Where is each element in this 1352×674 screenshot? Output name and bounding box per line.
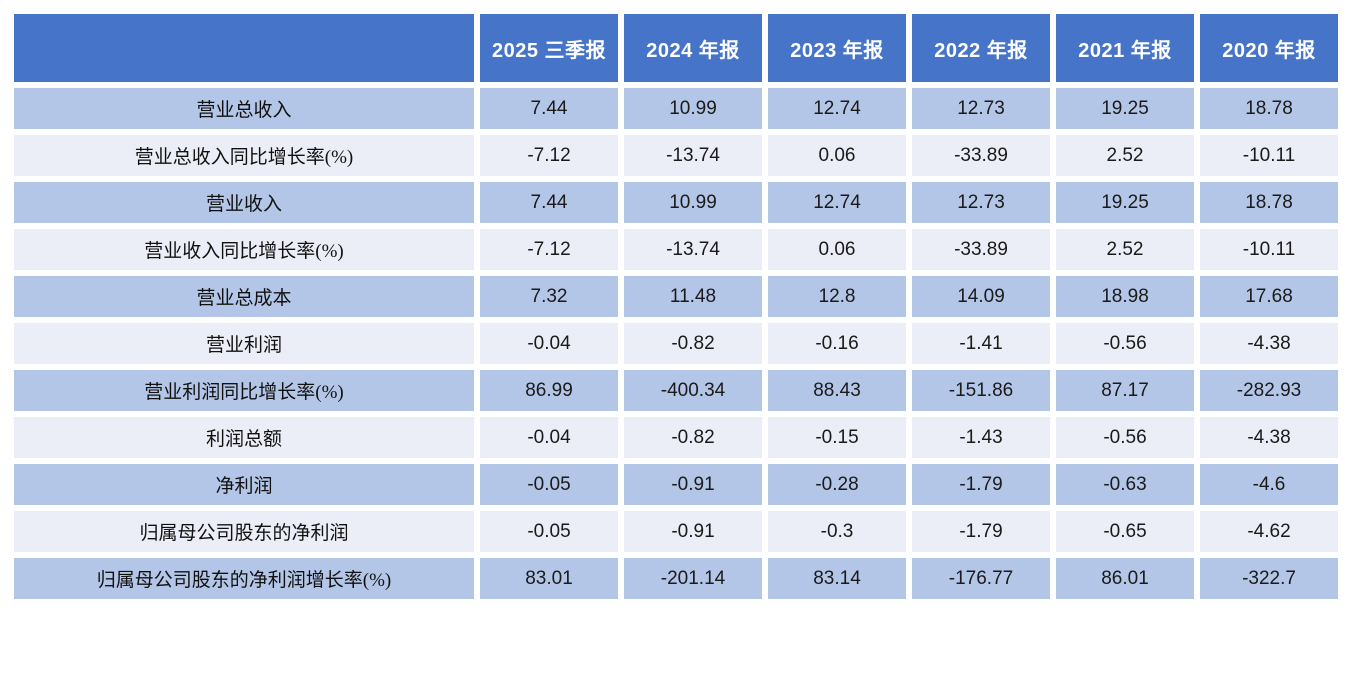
value-cell: -1.41: [912, 323, 1050, 364]
value-cell: -33.89: [912, 229, 1050, 270]
value-cell: 7.44: [480, 182, 618, 223]
value-cell: 83.01: [480, 558, 618, 599]
value-cell: -0.82: [624, 417, 762, 458]
value-cell: 86.99: [480, 370, 618, 411]
value-cell: -0.15: [768, 417, 906, 458]
row-label: 营业总成本: [14, 276, 474, 317]
value-cell: -0.91: [624, 464, 762, 505]
table-row: 营业利润同比增长率(%) 86.99 -400.34 88.43 -151.86 87.1…: [14, 370, 1338, 411]
value-cell: 11.48: [624, 276, 762, 317]
value-cell: -0.28: [768, 464, 906, 505]
value-cell: 87.17: [1056, 370, 1194, 411]
value-cell: -0.05: [480, 511, 618, 552]
value-cell: -0.82: [624, 323, 762, 364]
value-cell: 88.43: [768, 370, 906, 411]
value-cell: -400.34: [624, 370, 762, 411]
value-cell: 12.73: [912, 182, 1050, 223]
value-cell: 12.73: [912, 88, 1050, 129]
value-cell: -0.63: [1056, 464, 1194, 505]
table-row: 归属母公司股东的净利润增长率(%) 83.01 -201.14 83.14 -176.7…: [14, 558, 1338, 599]
value-cell: -1.43: [912, 417, 1050, 458]
row-label: 营业利润: [14, 323, 474, 364]
row-label: 营业收入同比增长率(%): [14, 229, 474, 270]
value-cell: 0.06: [768, 229, 906, 270]
value-cell: 19.25: [1056, 182, 1194, 223]
value-cell: 7.32: [480, 276, 618, 317]
value-cell: -1.79: [912, 464, 1050, 505]
value-cell: 18.78: [1200, 182, 1338, 223]
header-row: 2025 三季报 2024 年报 2023 年报 2022 年报 2021 年报 2020…: [14, 14, 1338, 82]
value-cell: -13.74: [624, 229, 762, 270]
table-row: 净利润 -0.05 -0.91 -0.28 -1.79 -0.63 -4.6: [14, 464, 1338, 505]
value-cell: -4.6: [1200, 464, 1338, 505]
value-cell: 10.99: [624, 88, 762, 129]
value-cell: 12.74: [768, 88, 906, 129]
table-row: 营业收入同比增长率(%) -7.12 -13.74 0.06 -33.89 2.52 -10…: [14, 229, 1338, 270]
value-cell: 0.06: [768, 135, 906, 176]
table-row: 营业总收入 7.44 10.99 12.74 12.73 19.25 18.78: [14, 88, 1338, 129]
value-cell: -1.79: [912, 511, 1050, 552]
table-row: 营业总成本 7.32 11.48 12.8 14.09 18.98 17.68: [14, 276, 1338, 317]
value-cell: -0.56: [1056, 417, 1194, 458]
value-cell: -176.77: [912, 558, 1050, 599]
value-cell: -4.38: [1200, 323, 1338, 364]
value-cell: 2.52: [1056, 229, 1194, 270]
value-cell: -10.11: [1200, 135, 1338, 176]
column-header-2021-年报: 2021 年报: [1056, 14, 1194, 82]
value-cell: 14.09: [912, 276, 1050, 317]
value-cell: 12.8: [768, 276, 906, 317]
value-cell: -0.04: [480, 323, 618, 364]
column-header-2025-三季报: 2025 三季报: [480, 14, 618, 82]
value-cell: -151.86: [912, 370, 1050, 411]
value-cell: 83.14: [768, 558, 906, 599]
value-cell: -7.12: [480, 229, 618, 270]
value-cell: 19.25: [1056, 88, 1194, 129]
column-header-2022-年报: 2022 年报: [912, 14, 1050, 82]
value-cell: -0.04: [480, 417, 618, 458]
value-cell: -0.91: [624, 511, 762, 552]
value-cell: -4.62: [1200, 511, 1338, 552]
financial-table: 2025 三季报 2024 年报 2023 年报 2022 年报 2021 年报 2020…: [8, 8, 1344, 605]
value-cell: 86.01: [1056, 558, 1194, 599]
value-cell: 10.99: [624, 182, 762, 223]
column-header-2024-年报: 2024 年报: [624, 14, 762, 82]
row-label: 营业利润同比增长率(%): [14, 370, 474, 411]
value-cell: -33.89: [912, 135, 1050, 176]
row-label: 营业收入: [14, 182, 474, 223]
row-label: 净利润: [14, 464, 474, 505]
table-row: 营业总收入同比增长率(%) -7.12 -13.74 0.06 -33.89 2.52 -1…: [14, 135, 1338, 176]
row-label: 营业总收入同比增长率(%): [14, 135, 474, 176]
value-cell: -0.3: [768, 511, 906, 552]
corner-header-cell: [14, 14, 474, 82]
table-row: 营业收入 7.44 10.99 12.74 12.73 19.25 18.78: [14, 182, 1338, 223]
row-label: 归属母公司股东的净利润: [14, 511, 474, 552]
value-cell: -322.7: [1200, 558, 1338, 599]
value-cell: -0.56: [1056, 323, 1194, 364]
value-cell: 7.44: [480, 88, 618, 129]
column-header-2023-年报: 2023 年报: [768, 14, 906, 82]
value-cell: -10.11: [1200, 229, 1338, 270]
value-cell: -4.38: [1200, 417, 1338, 458]
value-cell: 17.68: [1200, 276, 1338, 317]
table-row: 利润总额 -0.04 -0.82 -0.15 -1.43 -0.56 -4.38: [14, 417, 1338, 458]
value-cell: 18.98: [1056, 276, 1194, 317]
value-cell: -0.05: [480, 464, 618, 505]
value-cell: -13.74: [624, 135, 762, 176]
financial-table-container: 2025 三季报 2024 年报 2023 年报 2022 年报 2021 年报 2020…: [8, 8, 1344, 605]
column-header-2020-年报: 2020 年报: [1200, 14, 1338, 82]
value-cell: 2.52: [1056, 135, 1194, 176]
table-row: 营业利润 -0.04 -0.82 -0.16 -1.41 -0.56 -4.38: [14, 323, 1338, 364]
value-cell: -7.12: [480, 135, 618, 176]
value-cell: -0.16: [768, 323, 906, 364]
value-cell: 18.78: [1200, 88, 1338, 129]
value-cell: 12.74: [768, 182, 906, 223]
row-label: 利润总额: [14, 417, 474, 458]
table-row: 归属母公司股东的净利润 -0.05 -0.91 -0.3 -1.79 -0.65 -4.62: [14, 511, 1338, 552]
value-cell: -0.65: [1056, 511, 1194, 552]
row-label: 归属母公司股东的净利润增长率(%): [14, 558, 474, 599]
value-cell: -282.93: [1200, 370, 1338, 411]
value-cell: -201.14: [624, 558, 762, 599]
row-label: 营业总收入: [14, 88, 474, 129]
table-body: 营业总收入 7.44 10.99 12.74 12.73 19.25 18.78 营业总收入同…: [14, 88, 1338, 599]
